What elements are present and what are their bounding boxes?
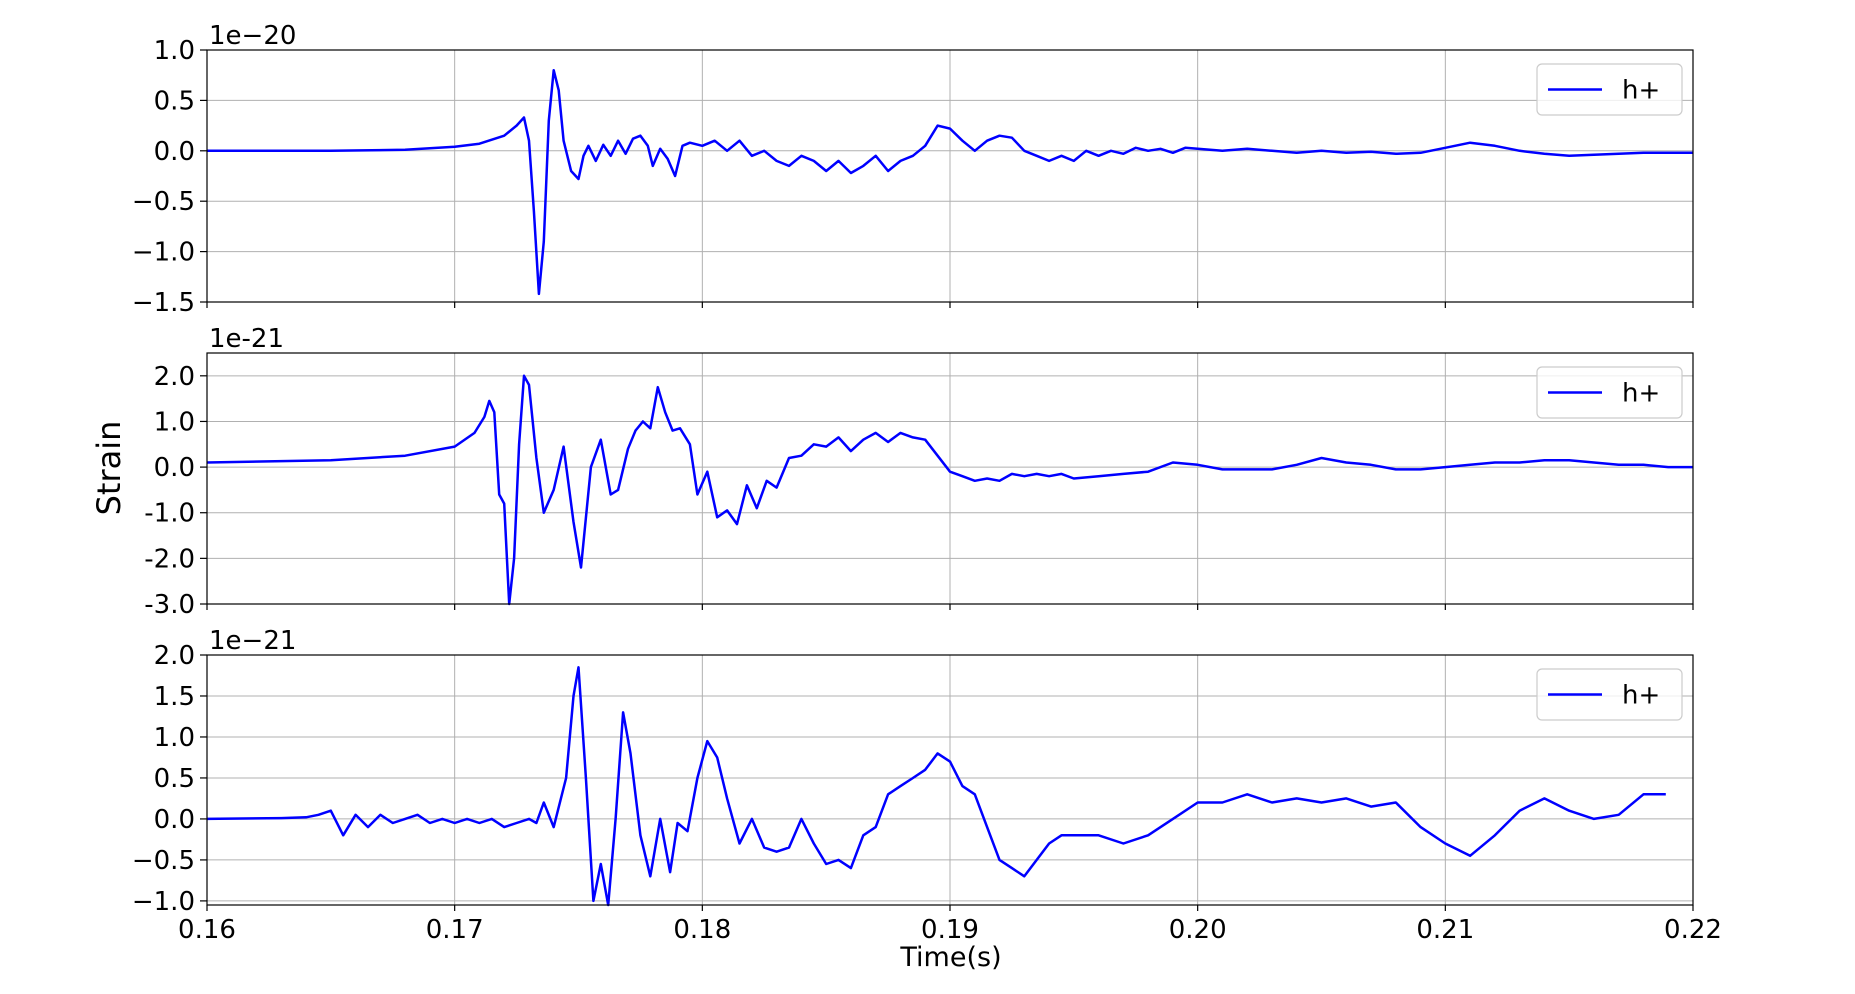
y-tick-label: 2.0 — [154, 641, 195, 671]
y-offset-label: 1e−21 — [209, 626, 296, 656]
y-tick-label: 1.0 — [154, 723, 195, 753]
y-tick-label: 1.5 — [154, 682, 195, 712]
series-line-h-plus — [206, 374, 1693, 606]
y-tick-label: 0.0 — [154, 805, 195, 835]
strain-panel-1: 1.0 0.5 0.0 −0.5 −1.0 −1.5 1e−20 h+ — [132, 21, 1694, 318]
y-tick-label: 0.0 — [154, 453, 195, 483]
legend-label-h-plus: h+ — [1622, 379, 1660, 409]
strain-panel-2: 2.0 1.0 0.0 -1.0 -2.0 -3.0 1e-21 h+ — [144, 324, 1694, 620]
series-line-h-plus — [207, 68, 1693, 296]
y-tick-label: −0.5 — [132, 187, 195, 217]
strain-panel-3: 2.0 1.5 1.0 0.5 0.0 −0.5 −1.00.16 0.17 0.18 0.19 0… — [132, 626, 1722, 945]
legend-box — [1536, 668, 1683, 721]
series-line-h-plus — [206, 666, 1666, 907]
x-tick-label: 0.18 — [673, 915, 731, 945]
y-tick-label: -3.0 — [144, 590, 195, 620]
y-tick-label: 0.5 — [154, 86, 195, 116]
y-tick-label: 2.0 — [154, 362, 195, 392]
y-tick-label: −0.5 — [132, 846, 195, 876]
x-tick-label: 0.21 — [1416, 915, 1474, 945]
x-tick-label: 0.22 — [1664, 915, 1722, 945]
y-tick-label: 0.0 — [154, 137, 195, 167]
x-axis-label: Time(s) — [899, 942, 1001, 973]
legend-box — [1536, 63, 1683, 116]
y-offset-label: 1e−20 — [209, 21, 296, 51]
x-tick-label: 0.17 — [426, 915, 484, 945]
y-tick-label: -2.0 — [144, 544, 195, 574]
x-tick-label: 0.20 — [1169, 915, 1227, 945]
y-tick-label: −1.5 — [132, 288, 195, 318]
y-tick-label: -1.0 — [144, 499, 195, 529]
y-tick-label: −1.0 — [132, 887, 195, 917]
y-tick-label: −1.0 — [132, 238, 195, 268]
y-tick-label: 1.0 — [154, 36, 195, 66]
legend-box — [1536, 366, 1683, 419]
legend-label-h-plus: h+ — [1622, 681, 1660, 711]
x-tick-label: 0.16 — [178, 915, 236, 945]
y-tick-label: 0.5 — [154, 764, 195, 794]
y-axis-label: Strain — [90, 421, 128, 516]
y-offset-label: 1e-21 — [209, 324, 284, 354]
legend-label-h-plus: h+ — [1622, 76, 1660, 106]
y-tick-label: 1.0 — [154, 407, 195, 437]
x-tick-label: 0.19 — [921, 915, 979, 945]
panels: 1.0 0.5 0.0 −0.5 −1.0 −1.5 1e−20 h+ 2.0 1.0 0.0 -1.… — [132, 21, 1722, 945]
